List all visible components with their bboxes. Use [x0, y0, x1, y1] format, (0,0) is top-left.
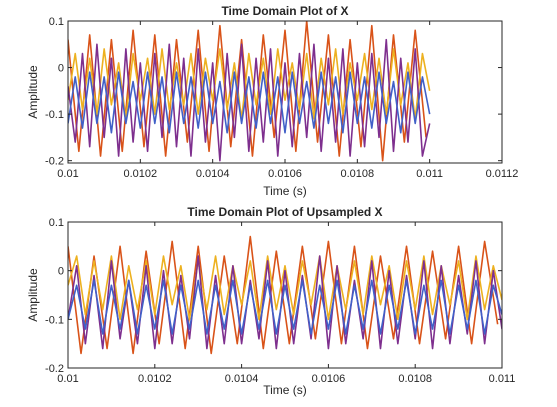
ticks: 0.01 0.0102 0.0104 0.0106 0.0108 0.011 0.0112 -… [45, 16, 518, 180]
y-tick-label: -0.2 [45, 156, 64, 168]
series-group [68, 21, 431, 162]
series-line-1 [68, 255, 502, 321]
x-tick-label: 0.0104 [225, 373, 259, 385]
x-tick-label: 0.0102 [138, 373, 172, 385]
plot-area [68, 222, 502, 368]
x-axis-label: Time (s) [263, 184, 307, 198]
axes-box [67, 221, 503, 369]
y-tick-label: 0 [58, 63, 64, 75]
chart-time-domain-upsampled-x: 0.01 0.0102 0.0104 0.0106 0.0108 0.011 -0.2 -0.… [26, 205, 515, 397]
x-tick-label: 0.01 [57, 168, 78, 180]
x-tick-label: 0.011 [489, 373, 516, 385]
x-tick-label: 0.011 [416, 168, 443, 180]
x-tick-label: 0.0108 [341, 168, 375, 180]
y-axis-label: Amplitude [26, 268, 40, 322]
x-tick-label: 0.0106 [268, 168, 302, 180]
x-tick-label: 0.0108 [398, 373, 432, 385]
series-group [68, 235, 502, 355]
x-tick-label: 0.0102 [124, 168, 158, 180]
plot-area [68, 21, 502, 163]
x-tick-label: 0.0106 [312, 373, 346, 385]
y-tick-label: -0.1 [45, 314, 64, 326]
y-tick-label: 0.1 [49, 16, 64, 28]
y-tick-label: 0.1 [49, 217, 64, 229]
x-axis-label: Time (s) [263, 383, 307, 397]
series-line-3 [68, 279, 502, 335]
x-tick-label: 0.01 [57, 373, 78, 385]
series-line-2 [68, 38, 431, 162]
x-tick-label: 0.0104 [196, 168, 230, 180]
chart-title: Time Domain Plot of X [221, 4, 348, 18]
x-tick-label: 0.0112 [486, 168, 519, 180]
ticks: 0.01 0.0102 0.0104 0.0106 0.0108 0.011 -0.2 -0.… [45, 217, 515, 385]
y-tick-label: -0.2 [45, 363, 64, 375]
chart-time-domain-x: 0.01 0.0102 0.0104 0.0106 0.0108 0.011 0.0112 -… [26, 4, 518, 198]
series-line-3 [68, 71, 431, 134]
y-tick-label: 0 [58, 266, 64, 278]
y-tick-label: -0.1 [45, 109, 64, 121]
chart-title: Time Domain Plot of Upsampled X [187, 205, 382, 219]
y-axis-label: Amplitude [26, 65, 40, 119]
